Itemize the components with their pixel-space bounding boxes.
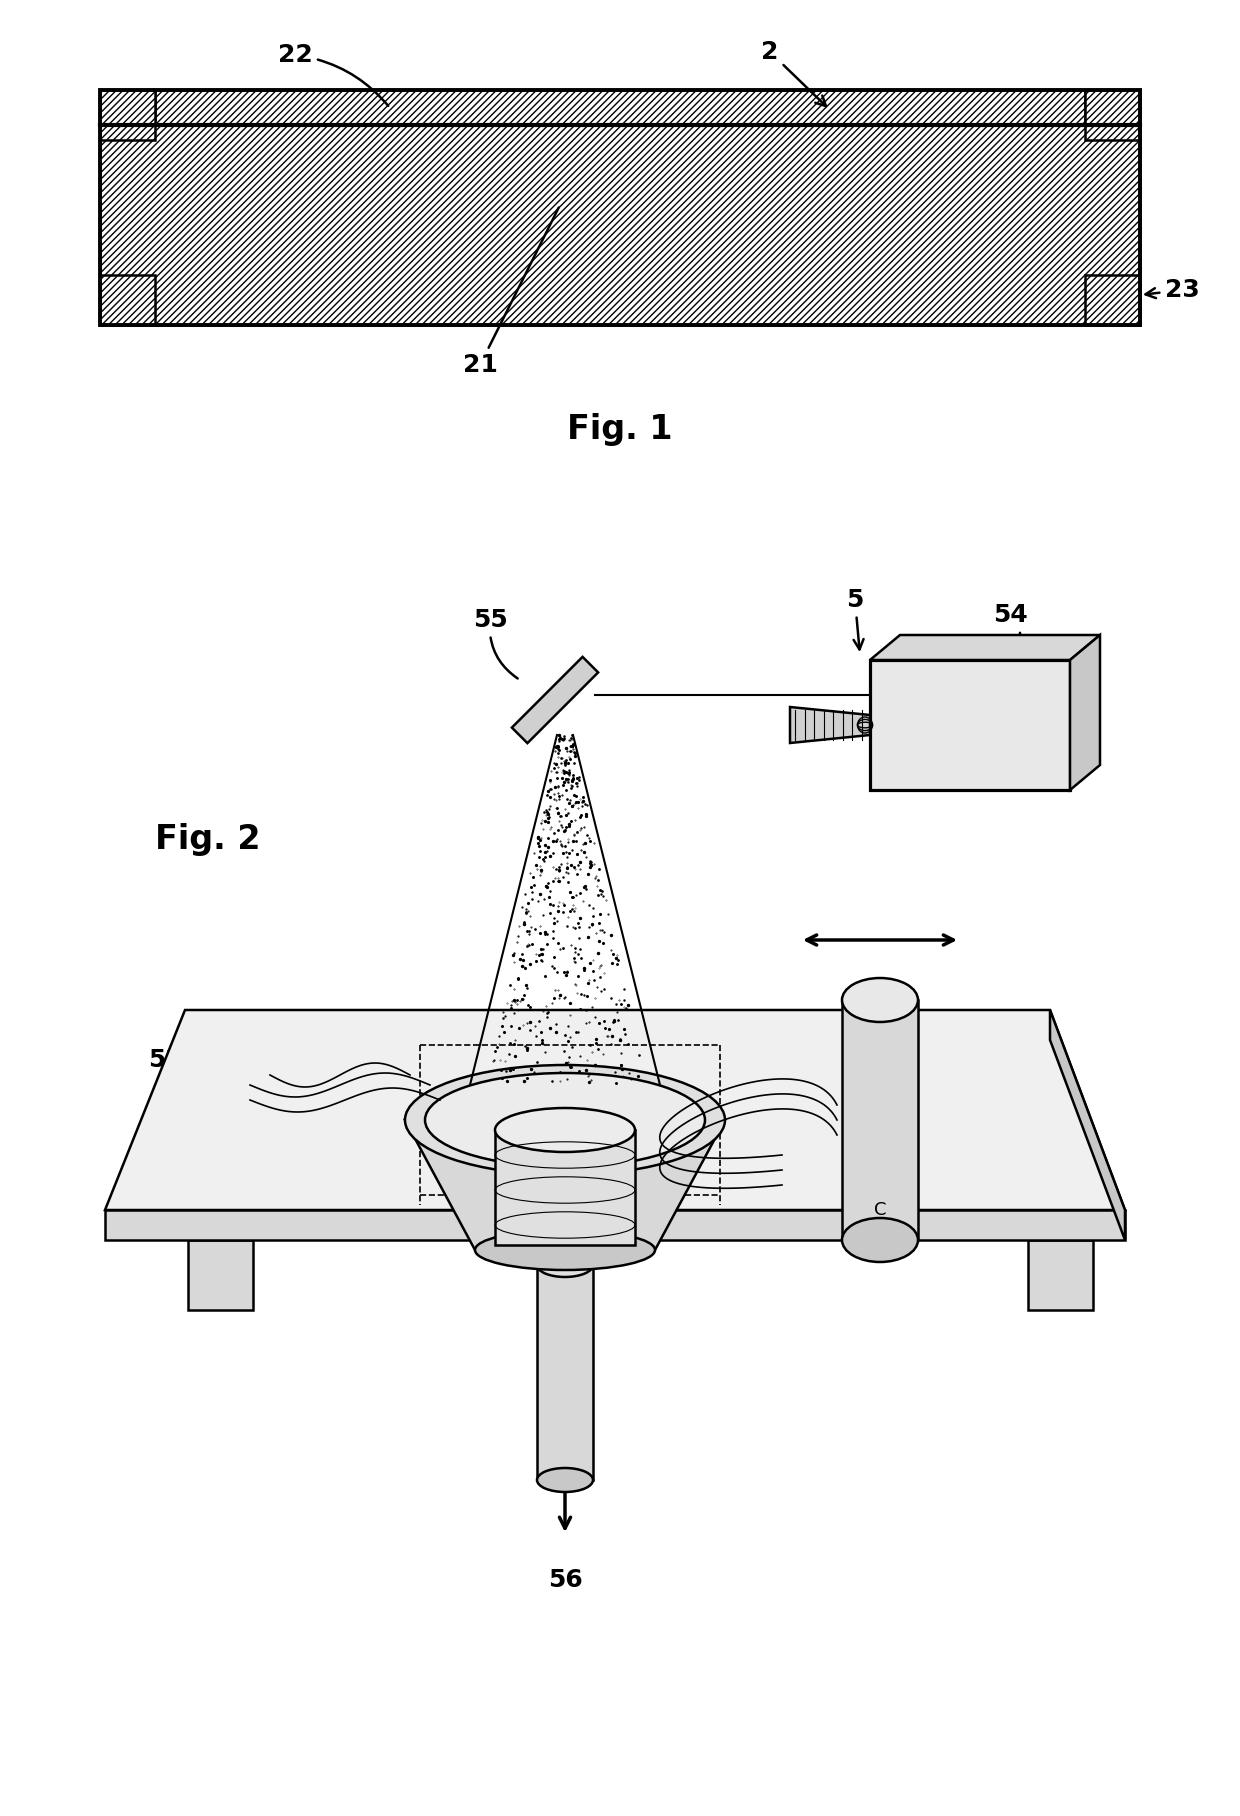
Polygon shape <box>512 657 598 743</box>
Bar <box>100 274 155 325</box>
Bar <box>1085 91 1140 140</box>
Text: Fig. 1: Fig. 1 <box>567 414 673 447</box>
Text: 55: 55 <box>472 608 517 679</box>
Bar <box>1028 1240 1092 1309</box>
Bar <box>100 91 155 140</box>
Bar <box>842 1001 918 1240</box>
Text: 52: 52 <box>148 1048 327 1088</box>
Text: 22: 22 <box>278 44 388 105</box>
Bar <box>188 1240 253 1309</box>
Bar <box>100 125 1140 325</box>
Text: 56: 56 <box>548 1567 583 1593</box>
Polygon shape <box>1070 636 1100 790</box>
Bar <box>1085 274 1140 325</box>
Text: Fig. 2: Fig. 2 <box>155 823 260 857</box>
Polygon shape <box>495 1130 635 1246</box>
Ellipse shape <box>842 1219 918 1262</box>
Bar <box>537 1266 593 1480</box>
Text: C: C <box>874 1200 887 1219</box>
Ellipse shape <box>405 1064 725 1175</box>
Text: 2: 2 <box>761 40 826 105</box>
Text: 5: 5 <box>847 588 864 650</box>
Bar <box>100 91 1140 325</box>
Polygon shape <box>870 636 1100 659</box>
Ellipse shape <box>495 1108 635 1151</box>
Polygon shape <box>405 1120 725 1249</box>
Ellipse shape <box>475 1229 655 1269</box>
Text: 53: 53 <box>1008 1068 1043 1091</box>
Ellipse shape <box>842 979 918 1022</box>
Text: 23: 23 <box>1146 278 1200 301</box>
Ellipse shape <box>537 1467 593 1493</box>
Text: 54: 54 <box>993 603 1028 627</box>
Ellipse shape <box>537 1253 593 1277</box>
Text: 21: 21 <box>463 207 559 378</box>
Polygon shape <box>105 1010 1125 1209</box>
Bar <box>870 659 1070 790</box>
Polygon shape <box>790 706 870 743</box>
Polygon shape <box>1050 1010 1125 1240</box>
Bar <box>155 91 1085 125</box>
Polygon shape <box>105 1209 1125 1240</box>
Ellipse shape <box>425 1073 706 1168</box>
